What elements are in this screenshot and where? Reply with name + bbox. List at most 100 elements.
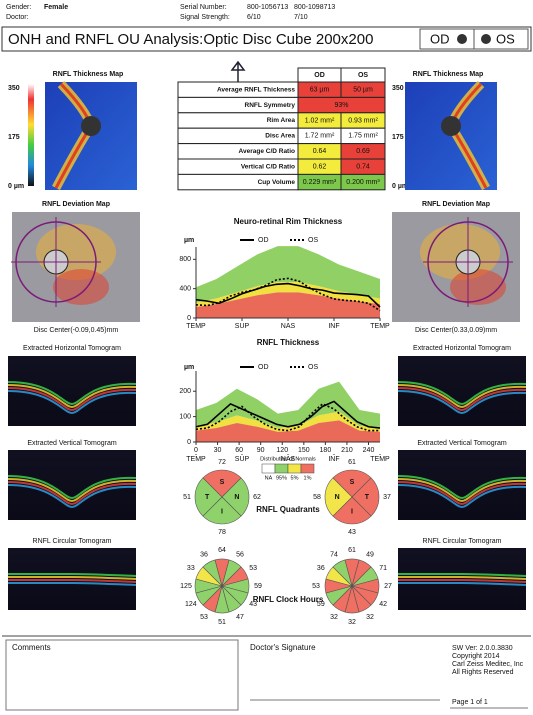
os-label: OS <box>496 31 515 46</box>
scale-label: 175 <box>8 134 20 141</box>
y-tick-label: 0 <box>187 439 191 446</box>
cell-value: 0.64 <box>313 148 327 155</box>
scale-label: 175 <box>392 134 404 141</box>
legend-cell <box>288 464 301 473</box>
x-tick-label: 30 <box>214 447 222 454</box>
row-label: Disc Area <box>265 133 295 140</box>
legend-cell <box>301 464 314 473</box>
cell-value: 0.229 mm³ <box>303 179 337 186</box>
cell-value: 50 µm <box>353 87 373 94</box>
x-tick-label: 180 <box>320 447 332 454</box>
comments: Comments <box>12 643 51 652</box>
quadrant-label: I <box>221 509 223 516</box>
clock-value: 32 <box>348 619 356 626</box>
x-tick-label: INF <box>328 323 339 330</box>
quadrant-value: 58 <box>313 494 321 501</box>
cell-value: 1.02 mm² <box>305 117 335 124</box>
quadrant-label: S <box>350 479 355 486</box>
legend-title: Distribution of Normals <box>260 456 316 462</box>
row-label: Rim Area <box>267 117 296 124</box>
strength-label: Signal Strength: <box>180 14 230 21</box>
clock-value: 124 <box>185 601 197 608</box>
cell-value: 0.200 mm³ <box>346 179 380 186</box>
scale-label: 0 µm <box>8 183 24 190</box>
signature: Doctor's Signature <box>250 643 316 652</box>
legend-label: OD <box>258 237 269 244</box>
quadrant-value: 62 <box>253 494 261 501</box>
gender: Female <box>44 4 68 11</box>
serial-label: Serial Number: <box>180 4 227 11</box>
clock-value: 49 <box>366 552 374 559</box>
clock-value: 56 <box>236 552 244 559</box>
optic-disc <box>81 116 101 136</box>
cell-value: 0.93 mm² <box>348 117 378 124</box>
y-unit: µm <box>184 364 194 371</box>
x-tick-label: 210 <box>341 447 353 454</box>
quadrant-value: 72 <box>218 459 226 466</box>
row-label: Average C/D Ratio <box>239 148 295 155</box>
y-tick-label: 200 <box>179 388 191 395</box>
quadrant-value: 51 <box>183 494 191 501</box>
cell-value: 0.74 <box>356 164 370 171</box>
quadrant-label: I <box>351 509 353 516</box>
quadrant-value: 78 <box>218 529 226 536</box>
cell-value: 1.75 mm² <box>348 133 378 140</box>
legend-label: OD <box>258 364 269 371</box>
legend-label: OS <box>308 364 318 371</box>
clock-value: 53 <box>312 583 320 590</box>
tomogram-title: Extracted Horizontal Tomogram <box>413 345 511 352</box>
disc-center: Disc Center(-0.09,0.45)mm <box>34 327 119 334</box>
quadrants-title: RNFL Quadrants <box>256 505 320 514</box>
x-tick-label: 120 <box>276 447 288 454</box>
clock-value: 53 <box>249 565 257 572</box>
clock-value: 42 <box>379 601 387 608</box>
strength-od: 6/10 <box>247 14 261 21</box>
legend-cell <box>275 464 288 473</box>
deviation-title: RNFL Deviation Map <box>42 201 110 208</box>
quadrant-value: 37 <box>383 494 391 501</box>
y-tick-label: 0 <box>187 315 191 322</box>
legend-label: 5% <box>291 475 299 481</box>
page-number: Page 1 of 1 <box>452 699 488 706</box>
scale-label: 350 <box>392 85 404 92</box>
x-tick-label: NAS <box>281 323 296 330</box>
row-label: Cup Volume <box>258 179 296 186</box>
serial-od: 800-1056713 <box>247 4 288 11</box>
x-tick-label: 0 <box>194 447 198 454</box>
tomogram-title: RNFL Circular Tomogram <box>33 538 112 545</box>
y-tick-label: 100 <box>179 413 191 420</box>
software-info: SW Ver: 2.0.0.3830 <box>452 645 513 652</box>
row-label: Average RNFL Thickness <box>217 86 295 93</box>
od-dot <box>457 34 467 44</box>
quadrant-value: 43 <box>348 529 356 536</box>
software-info: Carl Zeiss Meditec, Inc <box>452 661 524 668</box>
cell-value: 1.72 mm² <box>305 133 335 140</box>
gender-label: Gender: <box>6 4 31 11</box>
map-title: RNFL Thickness Map <box>53 71 124 78</box>
row-label: Vertical C/D Ratio <box>241 163 295 170</box>
disc-center: Disc Center(0.33,0.09)mm <box>415 327 497 334</box>
strength-os: 7/10 <box>294 14 308 21</box>
software-info: All Rights Reserved <box>452 669 514 676</box>
clock-value: 125 <box>180 583 192 590</box>
quadrant-label: N <box>335 494 340 501</box>
map-title: RNFL Thickness Map <box>413 71 484 78</box>
tomogram-title: Extracted Vertical Tomogram <box>27 440 117 447</box>
row-label: RNFL Symmetry <box>245 102 296 109</box>
x-category-label: INF <box>328 456 339 463</box>
tomogram-title: RNFL Circular Tomogram <box>423 538 502 545</box>
quadrant-label: T <box>205 494 210 501</box>
legend-label: 1% <box>304 475 312 481</box>
clock-value: 74 <box>330 552 338 559</box>
tomogram-title: Extracted Horizontal Tomogram <box>23 345 121 352</box>
legend-label: 95% <box>276 475 287 481</box>
report: Gender: Female Doctor: Serial Number: 80… <box>0 0 533 715</box>
y-tick-label: 800 <box>179 256 191 263</box>
y-unit: µm <box>184 237 194 244</box>
clock-value: 33 <box>187 565 195 572</box>
deviation-title: RNFL Deviation Map <box>422 201 490 208</box>
clock-value: 32 <box>366 614 374 621</box>
y-tick-label: 400 <box>179 286 191 293</box>
cell-value: 0.62 <box>313 164 327 171</box>
report-title: ONH and RNFL OU Analysis:Optic Disc Cube… <box>8 31 373 48</box>
